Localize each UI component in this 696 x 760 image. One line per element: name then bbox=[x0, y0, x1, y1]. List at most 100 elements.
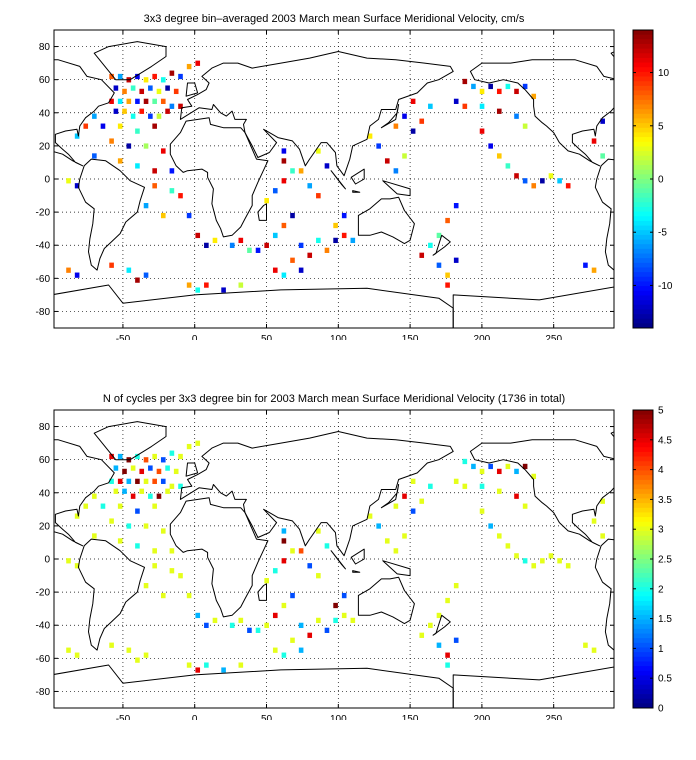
plot-content bbox=[54, 30, 614, 328]
data-cell bbox=[139, 88, 145, 95]
colorbar-segment bbox=[633, 146, 653, 152]
data-cell bbox=[143, 652, 149, 658]
data-cell bbox=[453, 257, 459, 263]
plot-content bbox=[54, 410, 614, 708]
colorbar-tick-label: -10 bbox=[658, 281, 673, 292]
data-cell bbox=[126, 98, 132, 104]
data-cell bbox=[436, 642, 442, 648]
data-cell bbox=[557, 558, 562, 564]
coastline bbox=[330, 550, 346, 570]
data-cell bbox=[453, 478, 459, 484]
data-cell bbox=[92, 493, 97, 499]
data-cell bbox=[100, 123, 106, 129]
data-cell bbox=[436, 262, 442, 268]
data-cell bbox=[169, 568, 175, 574]
data-cell bbox=[83, 503, 89, 509]
colorbar-segment bbox=[633, 174, 653, 180]
data-cell bbox=[436, 612, 442, 619]
colorbar-segment bbox=[633, 76, 653, 82]
data-cell bbox=[135, 508, 140, 514]
data-cell bbox=[471, 463, 476, 470]
data-cell bbox=[255, 627, 261, 633]
data-cell bbox=[376, 143, 381, 149]
colorbar-segment bbox=[633, 461, 653, 467]
data-cell bbox=[410, 98, 416, 104]
colorbar-segment bbox=[633, 323, 653, 329]
data-cell bbox=[281, 222, 287, 229]
data-cell bbox=[591, 138, 597, 144]
y-tick-label: -80 bbox=[36, 687, 51, 698]
colorbar-tick-label: 0 bbox=[658, 175, 664, 186]
data-cell bbox=[255, 247, 261, 253]
coastline bbox=[382, 560, 411, 577]
data-cell bbox=[333, 222, 338, 229]
data-cell bbox=[238, 237, 244, 244]
data-cell bbox=[152, 183, 157, 189]
x-tick-label: 200 bbox=[474, 334, 491, 340]
coastline bbox=[382, 180, 411, 197]
data-cell bbox=[324, 543, 330, 549]
colorbar-segment bbox=[633, 484, 653, 490]
data-cell bbox=[135, 657, 140, 663]
data-cell bbox=[126, 647, 132, 653]
coastline bbox=[357, 196, 415, 245]
data-cell bbox=[135, 478, 140, 484]
data-cell bbox=[402, 493, 407, 499]
data-cell bbox=[126, 478, 132, 484]
colorbar-segment bbox=[633, 577, 653, 583]
data-cell bbox=[212, 237, 218, 244]
data-cell bbox=[333, 602, 338, 609]
colorbar-segment bbox=[633, 113, 653, 119]
colorbar-segment bbox=[633, 141, 653, 147]
colorbar-segment bbox=[633, 493, 653, 499]
data-cell bbox=[156, 493, 162, 499]
data-cell bbox=[74, 563, 80, 569]
data-cell bbox=[471, 83, 476, 90]
data-cell bbox=[540, 558, 545, 564]
data-cell bbox=[109, 262, 114, 268]
data-cell bbox=[195, 667, 201, 673]
coastline bbox=[350, 168, 365, 185]
data-cell bbox=[531, 183, 537, 189]
x-tick-label: 250 bbox=[545, 334, 562, 340]
colorbar-segment bbox=[633, 689, 653, 695]
coastline bbox=[93, 421, 167, 461]
data-cell bbox=[514, 493, 519, 499]
colorbar-segment bbox=[633, 703, 653, 709]
data-cell bbox=[178, 453, 183, 460]
data-cell bbox=[505, 543, 511, 549]
data-cell bbox=[316, 148, 321, 154]
data-cell bbox=[238, 662, 244, 668]
data-cell bbox=[109, 453, 114, 460]
data-cell bbox=[410, 508, 416, 514]
data-cell bbox=[384, 538, 390, 544]
data-cell bbox=[113, 488, 119, 494]
data-cell bbox=[600, 533, 605, 539]
data-cell bbox=[186, 592, 192, 599]
colorbar-segment bbox=[633, 258, 653, 264]
colorbar-segment bbox=[633, 503, 653, 509]
data-cell bbox=[178, 73, 183, 80]
data-cell bbox=[341, 212, 347, 219]
coastline bbox=[352, 570, 361, 573]
data-cell bbox=[591, 647, 597, 653]
data-cell bbox=[290, 592, 295, 599]
colorbar-segment bbox=[633, 211, 653, 217]
data-cell bbox=[316, 617, 321, 624]
data-cell bbox=[165, 488, 170, 494]
x-tick-label: 100 bbox=[330, 334, 347, 340]
colorbar-segment bbox=[633, 67, 653, 73]
data-cell bbox=[488, 463, 493, 470]
data-cell bbox=[428, 103, 433, 109]
colorbar: 10 5 0 -5 -10 bbox=[632, 29, 673, 329]
colorbar-segment bbox=[633, 419, 653, 425]
colorbar-segment bbox=[633, 554, 653, 560]
data-cell bbox=[113, 85, 119, 91]
data-cell bbox=[565, 563, 571, 569]
data-cell bbox=[453, 98, 459, 104]
y-tick-label: -60 bbox=[36, 654, 51, 665]
colorbar-tick-label: 2 bbox=[658, 584, 664, 595]
data-cell bbox=[66, 558, 71, 564]
colorbar-segment bbox=[633, 610, 653, 616]
data-cell bbox=[462, 458, 468, 465]
